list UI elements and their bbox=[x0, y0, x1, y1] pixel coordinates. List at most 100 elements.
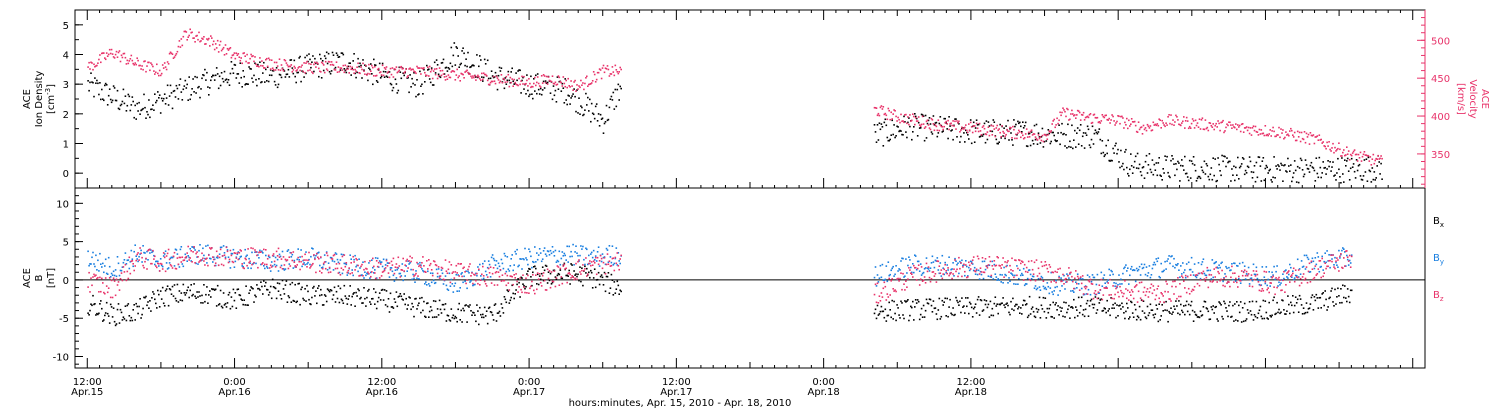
data-point bbox=[422, 310, 424, 312]
data-point bbox=[1331, 166, 1333, 168]
data-point bbox=[112, 100, 114, 102]
data-point bbox=[254, 295, 256, 297]
data-point bbox=[1215, 306, 1217, 308]
data-point bbox=[593, 260, 595, 262]
data-point bbox=[1313, 309, 1315, 311]
data-point bbox=[936, 313, 938, 315]
data-point bbox=[90, 277, 92, 279]
data-point bbox=[93, 64, 95, 66]
data-point bbox=[138, 306, 140, 308]
data-point bbox=[1274, 279, 1276, 281]
data-point bbox=[410, 269, 412, 271]
data-point bbox=[453, 55, 455, 57]
data-point bbox=[1319, 271, 1321, 273]
data-point bbox=[1346, 255, 1348, 257]
data-point bbox=[909, 114, 911, 116]
data-point bbox=[272, 255, 274, 257]
data-point bbox=[1127, 267, 1129, 269]
data-point bbox=[541, 273, 543, 275]
data-point bbox=[883, 311, 885, 313]
data-point bbox=[391, 74, 393, 76]
data-point bbox=[430, 263, 432, 265]
data-point bbox=[1104, 154, 1106, 156]
data-point bbox=[569, 274, 571, 276]
data-point bbox=[1058, 124, 1060, 126]
data-point bbox=[535, 261, 537, 263]
data-point bbox=[183, 89, 185, 91]
data-point bbox=[176, 85, 178, 87]
data-point bbox=[386, 66, 388, 68]
data-point bbox=[355, 292, 357, 294]
data-point bbox=[884, 122, 886, 124]
data-point bbox=[971, 143, 973, 145]
data-point bbox=[262, 293, 264, 295]
data-point bbox=[325, 58, 327, 60]
data-point bbox=[335, 67, 337, 69]
data-point bbox=[1273, 131, 1275, 133]
data-point bbox=[537, 73, 539, 75]
data-point bbox=[551, 81, 553, 83]
data-point bbox=[157, 73, 159, 75]
data-point bbox=[526, 80, 528, 82]
data-point bbox=[608, 69, 610, 71]
data-point bbox=[496, 76, 498, 78]
data-point bbox=[967, 276, 969, 278]
data-point bbox=[461, 50, 463, 52]
data-point bbox=[243, 76, 245, 78]
data-point bbox=[948, 256, 950, 258]
data-point bbox=[1044, 311, 1046, 313]
data-point bbox=[1245, 170, 1247, 172]
data-point bbox=[288, 268, 290, 270]
data-point bbox=[993, 119, 995, 121]
data-point bbox=[165, 103, 167, 105]
data-point bbox=[1332, 301, 1334, 303]
data-point bbox=[616, 69, 618, 71]
data-point bbox=[600, 255, 602, 257]
data-point bbox=[489, 307, 491, 309]
data-point bbox=[204, 301, 206, 303]
data-point bbox=[289, 256, 291, 258]
data-point bbox=[151, 64, 153, 66]
data-point bbox=[453, 271, 455, 273]
data-point bbox=[116, 100, 118, 102]
data-point bbox=[900, 301, 902, 303]
data-point bbox=[1002, 282, 1004, 284]
data-point bbox=[1243, 158, 1245, 160]
data-point bbox=[1166, 310, 1168, 312]
data-point bbox=[182, 263, 184, 265]
data-point bbox=[415, 298, 417, 300]
data-point bbox=[1257, 278, 1259, 280]
data-point bbox=[941, 275, 943, 277]
data-point bbox=[100, 62, 102, 64]
data-point bbox=[386, 290, 388, 292]
data-point bbox=[443, 73, 445, 75]
data-point bbox=[163, 252, 165, 254]
data-point bbox=[1061, 307, 1063, 309]
data-point bbox=[201, 78, 203, 80]
data-point bbox=[92, 69, 94, 71]
data-point bbox=[348, 298, 350, 300]
data-point bbox=[306, 61, 308, 63]
y-tick-label: -5 bbox=[59, 314, 69, 325]
data-point bbox=[1099, 128, 1101, 130]
data-point bbox=[1182, 262, 1184, 264]
data-point bbox=[139, 298, 141, 300]
data-point bbox=[293, 69, 295, 71]
data-point bbox=[606, 248, 608, 250]
data-point bbox=[464, 281, 466, 283]
data-point bbox=[584, 83, 586, 85]
data-point bbox=[1046, 135, 1048, 137]
data-point bbox=[560, 269, 562, 271]
data-point bbox=[337, 268, 339, 270]
data-point bbox=[109, 322, 111, 324]
data-point bbox=[1222, 161, 1224, 163]
data-point bbox=[414, 71, 416, 73]
data-point bbox=[227, 251, 229, 253]
data-point bbox=[559, 77, 561, 79]
data-point bbox=[435, 282, 437, 284]
data-point bbox=[1373, 179, 1375, 181]
data-point bbox=[411, 303, 413, 305]
data-point bbox=[564, 78, 566, 80]
data-point bbox=[488, 268, 490, 270]
data-point bbox=[344, 72, 346, 74]
